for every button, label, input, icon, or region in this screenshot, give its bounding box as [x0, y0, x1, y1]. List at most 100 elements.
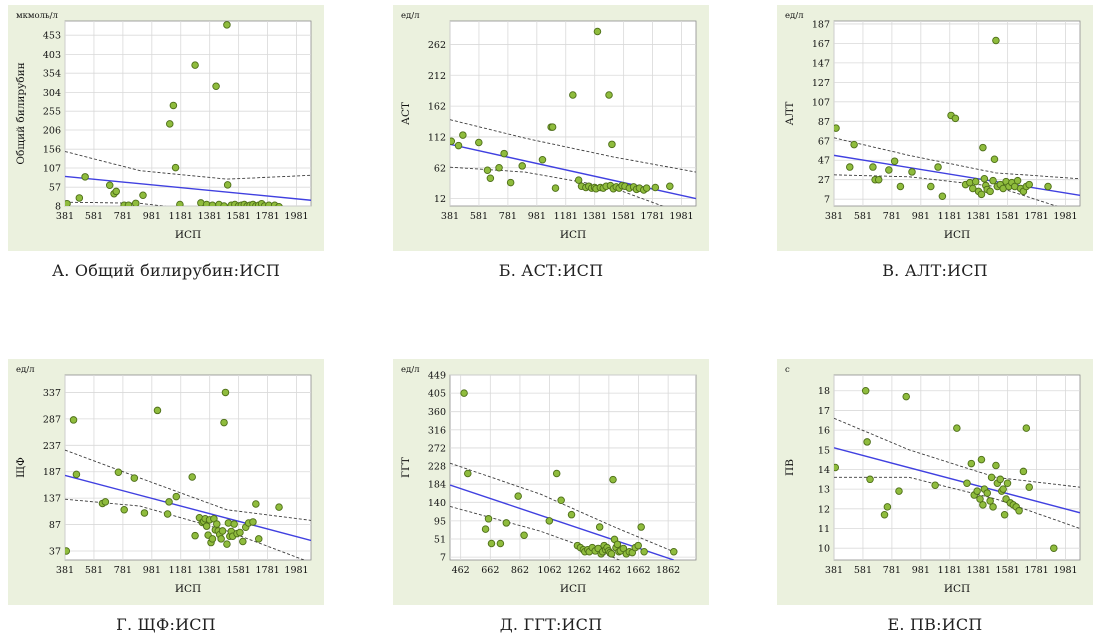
data-point: [165, 498, 173, 506]
y-tick-label: 212: [428, 71, 446, 82]
y-tick-label: 167: [812, 39, 830, 50]
x-tick-label: 1981: [1053, 565, 1077, 576]
confidence-band-upper: [450, 462, 674, 553]
data-point: [861, 386, 870, 395]
y-tick-label: 16: [818, 426, 830, 437]
y-tick-label: 87: [49, 520, 61, 531]
data-point: [607, 550, 616, 558]
data-point: [999, 485, 1007, 493]
y-tick-label: 304: [43, 88, 61, 99]
data-point: [863, 438, 871, 446]
x-tick-label: 1181: [938, 211, 962, 222]
x-tick-label: 1581: [996, 211, 1020, 222]
data-point: [976, 495, 984, 503]
x-tick-label: 981: [912, 211, 930, 222]
data-point: [979, 501, 987, 509]
data-point: [869, 163, 877, 171]
data-point: [213, 520, 221, 528]
data-point: [996, 475, 1005, 484]
y-tick-label: 272: [428, 443, 446, 454]
y-tick-label: 337: [43, 388, 61, 399]
y-tick-label: 187: [43, 467, 61, 478]
x-tick-label: 1262: [567, 565, 591, 576]
data-point: [1050, 544, 1058, 552]
data-point: [567, 510, 576, 519]
data-point: [153, 406, 162, 415]
data-point: [124, 201, 133, 206]
data-point: [105, 181, 114, 190]
y-unit-label: ед/л: [16, 365, 35, 375]
x-tick-label: 1981: [284, 211, 308, 222]
x-tick-label: 581: [85, 211, 103, 222]
y-tick-label: 237: [43, 441, 61, 452]
data-point: [65, 547, 71, 555]
y-unit-label: ед/л: [401, 365, 420, 375]
y-tick-label: 62: [434, 163, 446, 174]
data-point: [130, 474, 139, 482]
data-point: [557, 496, 565, 505]
y-tick-label: 67: [818, 136, 830, 147]
data-point: [979, 143, 987, 152]
y-tick-label: 449: [428, 371, 446, 382]
data-point: [1015, 507, 1023, 515]
data-point: [637, 523, 645, 531]
y-tick-label: 156: [43, 145, 61, 156]
data-point: [931, 481, 939, 489]
data-point: [651, 183, 660, 192]
data-point: [902, 392, 910, 401]
x-tick-label: 662: [481, 565, 499, 576]
x-tick-label: 862: [511, 565, 529, 576]
data-point: [132, 199, 140, 206]
data-point: [1025, 483, 1033, 491]
x-tick-label: 981: [912, 565, 930, 576]
y-tick-label: 262: [428, 40, 446, 51]
x-tick-label: 1381: [198, 565, 222, 576]
data-point: [1022, 424, 1031, 432]
y-tick-label: 27: [818, 175, 830, 186]
chart-panel: 381 581 781 981 1181 1381 1581 1781 1981 37 87 137 1…: [8, 359, 324, 605]
data-point: [605, 91, 613, 99]
x-tick-label: 1781: [255, 211, 279, 222]
chart-caption: Г. ЩФ:ИСП: [116, 615, 216, 634]
y-tick-label: 87: [818, 117, 830, 128]
data-point: [609, 475, 617, 484]
y-tick-label: 405: [428, 389, 446, 400]
data-point: [496, 539, 505, 548]
chart-panel: 381 581 781 981 1181 1381 1581 1781 1981 12 62 112 1…: [393, 5, 709, 251]
plot-area: [64, 374, 312, 561]
y-tick-label: 403: [43, 50, 61, 61]
y-tick-label: 7: [824, 195, 830, 206]
x-axis-label: ИСП: [944, 229, 970, 241]
data-point: [545, 517, 554, 525]
data-point: [450, 137, 456, 145]
plot-area: [449, 374, 697, 561]
y-tick-label: 360: [428, 407, 446, 418]
chart-panel: 462 662 862 1062 1262 1462 1662 1862 7 51 95 140 184…: [393, 359, 709, 605]
x-tick-label: 381: [825, 211, 843, 222]
x-axis-label: ИСП: [560, 583, 586, 595]
plot-area: [833, 374, 1081, 561]
data-point: [208, 535, 217, 543]
data-point: [1019, 467, 1028, 476]
data-point: [666, 182, 674, 191]
data-point: [275, 203, 283, 206]
x-tick-label: 381: [825, 565, 843, 576]
data-point: [69, 416, 78, 424]
y-tick-label: 453: [43, 31, 61, 42]
data-point: [223, 181, 232, 189]
y-tick-label: 162: [428, 102, 446, 113]
y-tick-label: 206: [43, 126, 61, 137]
data-point: [1025, 180, 1033, 189]
x-tick-label: 1581: [227, 211, 251, 222]
data-point: [969, 184, 977, 193]
chart-panel: 381 581 781 981 1181 1381 1581 1781 1981 8 57 107 15…: [8, 5, 324, 251]
y-tick-label: 112: [428, 132, 446, 143]
y-tick-label: 287: [43, 414, 61, 425]
data-point: [220, 202, 228, 206]
chart-svg: 381 581 781 981 1181 1381 1581 1781 1981 37 87 137 1…: [15, 365, 312, 595]
x-tick-label: 581: [854, 565, 872, 576]
data-point: [114, 468, 123, 477]
data-point: [992, 36, 1000, 45]
data-point: [481, 525, 490, 533]
data-point: [642, 184, 651, 192]
